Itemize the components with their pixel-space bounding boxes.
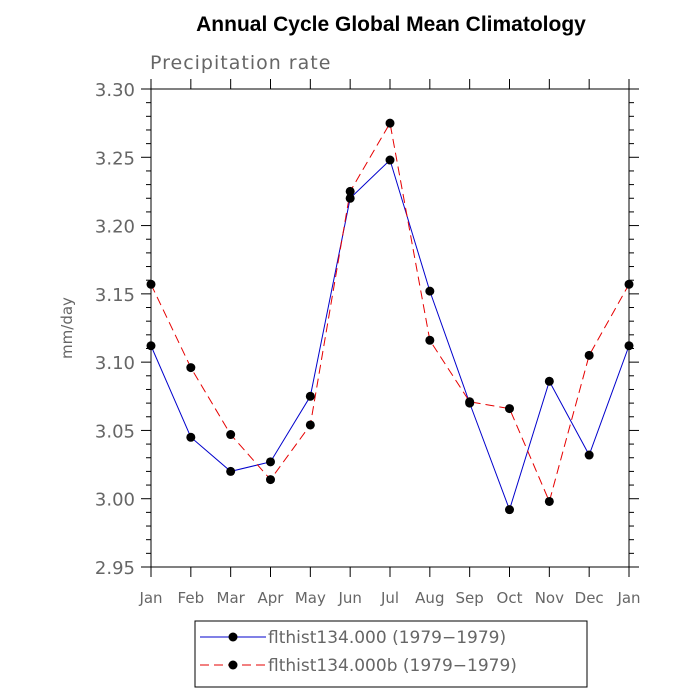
y-ticks-left [141, 88, 151, 568]
series-2-point [226, 430, 236, 440]
series-1-point [385, 155, 395, 165]
series-1-point [544, 376, 554, 386]
x-tick-label: May [295, 589, 326, 607]
series-1-point [345, 193, 355, 203]
series-1-point [186, 432, 196, 442]
y-axis-label: mm/day [58, 297, 76, 359]
x-tick-label: Jun [337, 589, 361, 607]
series-layer [146, 118, 634, 515]
series-2-point [624, 279, 634, 289]
series-2-point [425, 335, 435, 345]
y-tick-label: 3.15 [95, 285, 135, 306]
series-2-point [385, 118, 395, 128]
y-tick-label: 3.30 [95, 80, 135, 101]
x-tick-label: Jul [380, 589, 399, 607]
series-1-point [505, 505, 514, 515]
series-2-point [186, 363, 196, 373]
y-tick-label: 3.05 [95, 421, 135, 442]
x-tick-labels: Jan Feb Mar Apr May Jun Jul Aug Sep Oct Nov Dec Jan [138, 589, 640, 607]
series-2-point [345, 186, 355, 196]
y-tick-label: 2.95 [95, 558, 135, 579]
series-1-point [425, 286, 435, 296]
x-tick-label: Dec [575, 589, 604, 607]
x-tick-label: Oct [497, 589, 523, 607]
y-tick-label: 3.00 [95, 490, 135, 511]
y-tick-labels: 2.95 3.00 3.05 3.10 3.15 3.20 3.25 3.30 [95, 80, 135, 579]
series-2-point [146, 279, 156, 289]
x-tick-label: Mar [217, 589, 246, 607]
series-1-point [226, 466, 236, 476]
series-1-point [584, 450, 594, 460]
series-2-point [584, 350, 594, 360]
y-tick-label: 3.10 [95, 353, 135, 374]
x-tick-label: Apr [258, 589, 285, 607]
series-1-point [305, 391, 315, 401]
series-2-point [305, 420, 315, 430]
x-tick-label: Nov [535, 589, 564, 607]
legend-label-series-2: flthist134.000b (1979−1979) [268, 656, 517, 676]
series-2-point [465, 397, 475, 407]
chart-subtitle: Precipitation rate [150, 52, 331, 74]
series-1-line [150, 159, 630, 512]
series-1-point [624, 341, 634, 351]
legend-marker-series-1 [228, 632, 238, 642]
x-tick-label: Feb [178, 589, 205, 607]
x-tick-label: Aug [415, 589, 444, 607]
series-2-line [150, 121, 630, 503]
legend-marker-series-2 [228, 660, 238, 670]
legend-label-series-1: flthist134.000 (1979−1979) [268, 628, 506, 648]
series-2-point [505, 404, 514, 414]
x-tick-label: Jan [138, 589, 162, 607]
x-tick-label: Sep [456, 589, 484, 607]
series-1-point [146, 341, 156, 351]
x-ticks [150, 79, 630, 577]
legend: flthist134.000 (1979−1979) flthist134.00… [194, 620, 588, 688]
series-2-point [266, 475, 275, 485]
series-2-point [544, 496, 554, 506]
chart-title: Annual Cycle Global Mean Climatology [196, 13, 586, 36]
y-tick-label: 3.25 [95, 148, 135, 169]
y-ticks-right [629, 88, 639, 568]
series-1-point [266, 457, 275, 467]
legend-box [194, 620, 588, 688]
x-tick-label: Jan [616, 589, 640, 607]
y-tick-label: 3.20 [95, 217, 135, 238]
